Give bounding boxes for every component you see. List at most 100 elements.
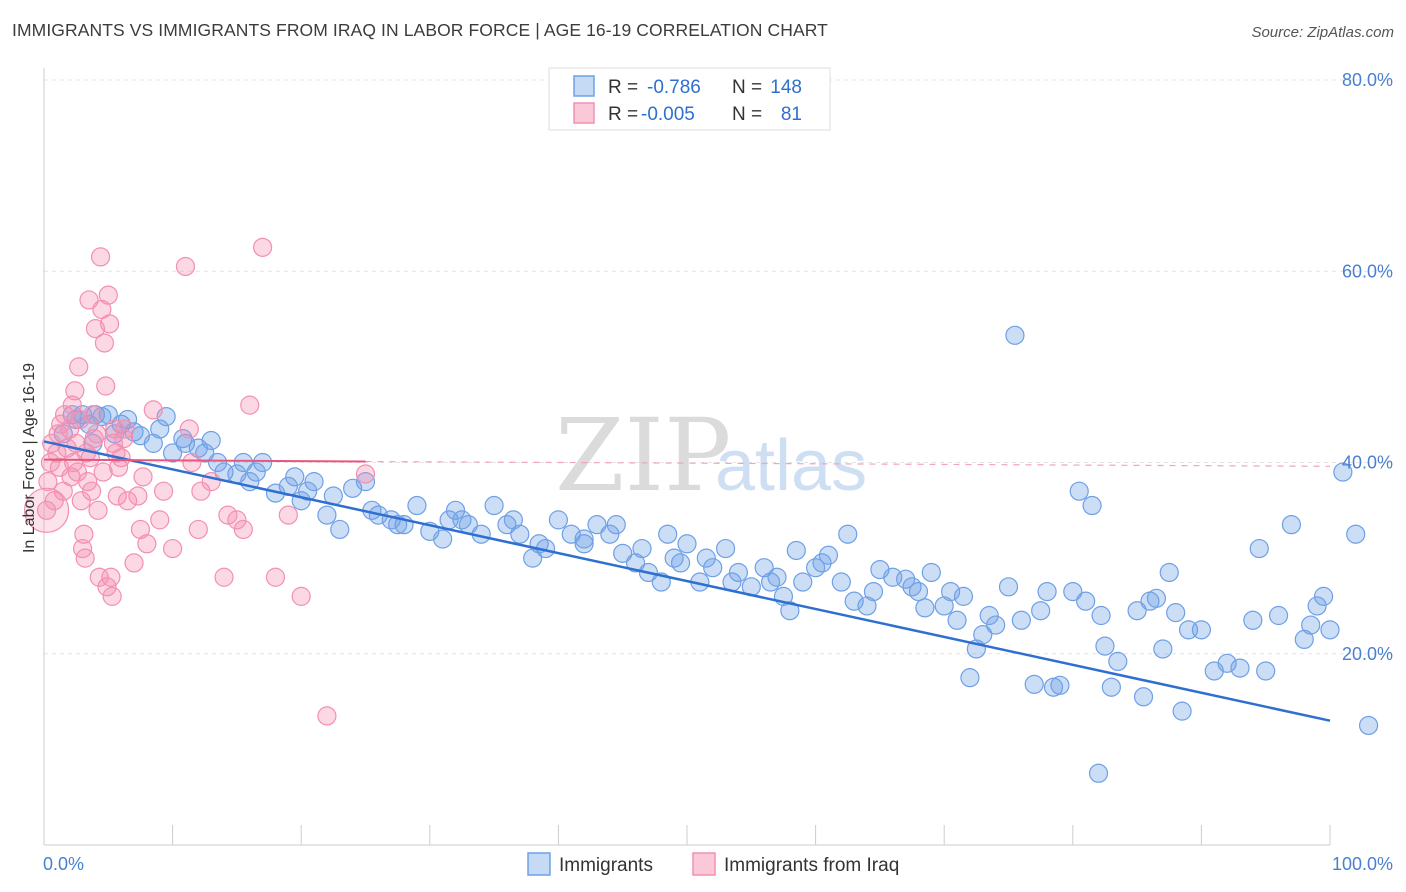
- x-tick-min: 0.0%: [43, 854, 84, 874]
- point-immigrants-27: [317, 505, 337, 525]
- point-immigrants-114: [1268, 605, 1289, 626]
- y-tick-labels: 20.0% 40.0% 60.0% 80.0%: [1342, 70, 1393, 664]
- point-iraq-63: [163, 538, 183, 559]
- point-immigrants-123: [1358, 715, 1379, 736]
- point-immigrants-48: [587, 515, 607, 535]
- point-iraq-8: [51, 414, 71, 434]
- point-iraq-60: [143, 400, 163, 420]
- stats-n-label-2: N =: [732, 104, 762, 125]
- point-immigrants-122: [1346, 524, 1366, 544]
- point-immigrants-155: [632, 538, 652, 559]
- watermark-zip: ZIP: [555, 397, 731, 514]
- point-immigrants-140: [863, 581, 884, 602]
- point-immigrants-93: [1069, 481, 1089, 501]
- stats-n-label-1: N =: [732, 77, 762, 98]
- point-immigrants-68: [818, 545, 839, 565]
- point-iraq-52: [114, 428, 134, 449]
- point-immigrants-118: [1307, 596, 1327, 616]
- point-immigrants-71: [844, 591, 864, 611]
- series-immigrants-from-iraq: [23, 237, 376, 726]
- point-immigrants-146: [1146, 588, 1166, 608]
- point-immigrants-152: [452, 510, 472, 530]
- point-iraq-75: [253, 237, 273, 257]
- source-credit: Source: ZipAtlas.com: [1251, 24, 1394, 41]
- point-iraq-35: [89, 567, 109, 587]
- trend-line-immigrants: [43, 440, 1331, 722]
- point-iraq-74: [240, 395, 260, 415]
- chart-title: IMMIGRANTS VS IMMIGRANTS FROM IRAQ IN LA…: [12, 20, 828, 40]
- point-iraq-49: [107, 486, 127, 506]
- point-iraq-77: [278, 505, 298, 525]
- point-immigrants-12: [150, 419, 170, 439]
- point-immigrants-34: [407, 495, 427, 516]
- x-tick-max: 100.0%: [1332, 854, 1393, 874]
- point-immigrants-45: [548, 510, 569, 530]
- point-immigrants-64: [780, 601, 800, 621]
- point-immigrants-119: [1313, 586, 1334, 606]
- point-immigrants-58: [703, 558, 723, 578]
- point-immigrants-95: [1082, 495, 1102, 516]
- point-iraq-38: [93, 462, 113, 482]
- point-immigrants-88: [1024, 674, 1044, 694]
- point-immigrants-40: [484, 495, 504, 516]
- point-immigrants-154: [574, 529, 594, 549]
- point-immigrants-157: [760, 572, 781, 592]
- point-immigrants-121: [1333, 462, 1353, 482]
- point-immigrants-156: [696, 548, 716, 568]
- point-iraq-55: [124, 553, 144, 573]
- point-iraq-67: [188, 519, 208, 540]
- point-iraq-64: [175, 256, 196, 277]
- point-immigrants-100: [1127, 601, 1147, 621]
- point-immigrants-99: [1108, 651, 1128, 672]
- point-immigrants-25: [298, 481, 318, 501]
- point-iraq-2: [40, 452, 61, 473]
- point-immigrants-106: [1172, 701, 1192, 721]
- point-immigrants-143: [979, 605, 999, 626]
- point-iraq-57: [130, 519, 151, 540]
- point-iraq-29: [81, 481, 102, 501]
- point-immigrants-101: [1133, 687, 1154, 707]
- point-immigrants-13: [163, 443, 183, 463]
- point-iraq-32: [85, 319, 106, 339]
- stats-r-value-1: -0.786: [647, 77, 701, 98]
- point-immigrants-36: [433, 529, 453, 549]
- point-iraq-71: [218, 505, 238, 525]
- point-immigrants-59: [715, 538, 736, 559]
- point-immigrants-115: [1281, 515, 1302, 535]
- point-immigrants-87: [1011, 610, 1031, 630]
- point-iraq-36: [90, 247, 111, 267]
- point-immigrants-30: [355, 472, 376, 492]
- point-immigrants-85: [986, 615, 1006, 635]
- point-immigrants-21: [253, 452, 273, 473]
- point-immigrants-78: [921, 562, 941, 583]
- point-immigrants-51: [625, 553, 646, 573]
- point-immigrants-84: [973, 625, 993, 645]
- point-iraq-18: [67, 462, 88, 482]
- stats-n-value-1: 148: [770, 77, 802, 98]
- point-immigrants-141: [902, 577, 922, 597]
- trend-line-iraq: [43, 458, 366, 463]
- stats-r-value-2: -0.005: [641, 104, 695, 125]
- point-immigrants-117: [1301, 615, 1321, 635]
- point-iraq-19: [69, 357, 89, 377]
- trend-lines: [43, 440, 1331, 722]
- stats-r-label-2: R =: [608, 104, 638, 125]
- point-immigrants-82: [960, 668, 980, 688]
- point-immigrants-96: [1088, 763, 1109, 783]
- point-iraq-23: [74, 524, 94, 544]
- watermark: ZIP atlas: [555, 397, 867, 514]
- y-tick-label-2: 60.0%: [1342, 261, 1393, 281]
- point-immigrants-77: [915, 598, 935, 618]
- point-immigrants-144: [1031, 601, 1051, 621]
- point-immigrants-66: [793, 572, 813, 592]
- point-iraq-40: [96, 376, 116, 396]
- point-iraq-30: [83, 405, 103, 425]
- point-immigrants-79: [934, 596, 954, 616]
- series-immigrants: [53, 325, 1379, 783]
- point-immigrants-62: [754, 558, 774, 578]
- point-immigrants-97: [1095, 636, 1115, 656]
- y-tick-label-3: 80.0%: [1342, 70, 1393, 90]
- point-iraq-41: [97, 577, 117, 597]
- point-iraq-10: [54, 405, 75, 425]
